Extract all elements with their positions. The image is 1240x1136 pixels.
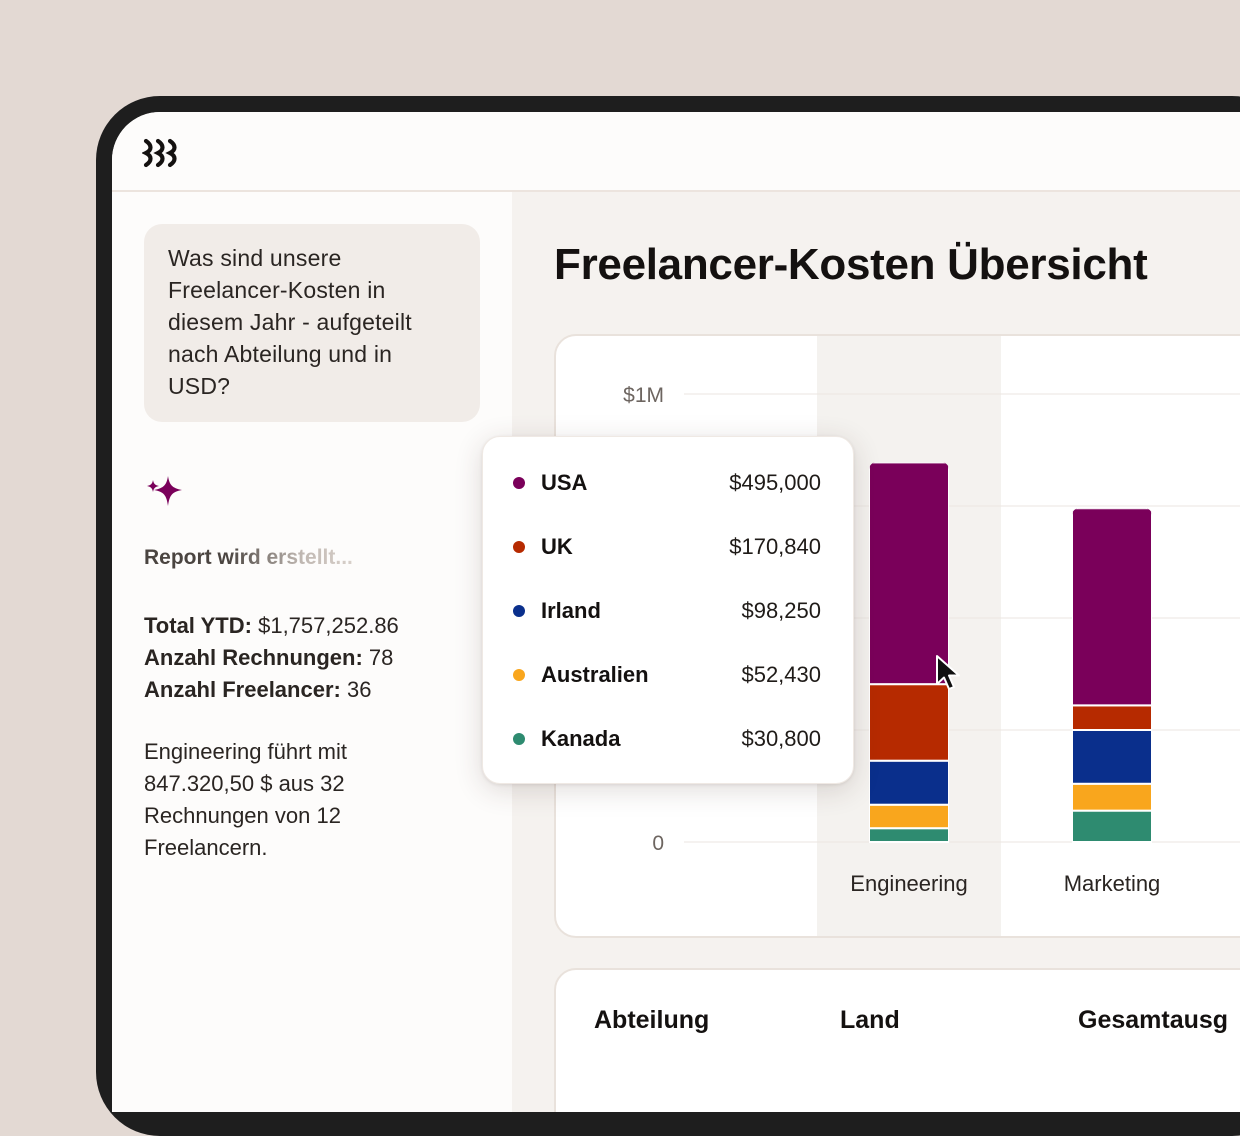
tooltip-row: UK $170,840 [483, 527, 853, 567]
chat-sidebar: Was sind unsere Freelancer-Kosten in die… [112, 192, 512, 1112]
x-tick-label: Engineering [850, 871, 967, 896]
legend-dot-kanada [513, 733, 525, 745]
tooltip-row: USA $495,000 [483, 463, 853, 503]
bar-segment-irland[interactable] [1072, 729, 1152, 785]
stats-block: Total YTD: $1,757,252.86 Anzahl Rechnung… [144, 610, 399, 706]
tooltip-value: $30,800 [741, 726, 821, 751]
tooltip-country: USA [541, 470, 588, 495]
top-bar [112, 112, 1240, 192]
legend-dot-australien [513, 669, 525, 681]
table-header-country[interactable]: Land [840, 1006, 900, 1034]
page-title: Freelancer-Kosten Übersicht [554, 240, 1148, 289]
table-header-total[interactable]: Gesamtausg [1078, 1006, 1229, 1034]
bar-segment-uk[interactable] [869, 683, 949, 762]
legend-dot-usa [513, 477, 525, 489]
tooltip-row: Australien $52,430 [483, 655, 853, 695]
bar-segment-australien[interactable] [1072, 782, 1152, 812]
bar-segment-irland[interactable] [869, 759, 949, 806]
tooltip-row: Kanada $30,800 [483, 719, 853, 759]
tooltip-country: Kanada [541, 726, 621, 751]
y-tick-label: $1M [623, 384, 664, 407]
tooltip-country: UK [541, 534, 573, 559]
user-question-bubble: Was sind unsere Freelancer-Kosten in die… [144, 224, 480, 422]
summary-text: Engineering führt mit 847.320,50 $ aus 3… [144, 739, 347, 860]
stat-freelancers: Anzahl Freelancer: 36 [144, 677, 372, 702]
bar-segment-kanada[interactable] [869, 827, 949, 843]
x-tick-label: Marketing [1064, 871, 1161, 896]
data-table: Abteilung Land Gesamtausg [554, 968, 1240, 1112]
sparkle-icon [147, 476, 182, 506]
bar-segment-uk[interactable] [1072, 704, 1152, 731]
legend-dot-irland [513, 605, 525, 617]
legend-dot-uk [513, 541, 525, 553]
bar-segment-kanada[interactable] [1072, 809, 1152, 844]
bar-segment-australien[interactable] [869, 803, 949, 830]
tooltip-country: Australien [541, 662, 649, 687]
y-tick-label: 0 [652, 832, 664, 855]
stacked-waves-logo[interactable] [142, 138, 182, 168]
status-text: Report wird erstellt... [144, 546, 353, 569]
mouse-cursor-icon [936, 655, 960, 690]
bar-segment-usa[interactable] [869, 462, 949, 686]
tooltip-value: $170,840 [729, 534, 821, 559]
stat-total: Total YTD: $1,757,252.86 [144, 613, 399, 638]
tooltip-country: Irland [541, 598, 601, 623]
table-header-department[interactable]: Abteilung [594, 1006, 710, 1034]
chart-tooltip: USA $495,000 UK $170,840 Irland $98,250 … [482, 436, 854, 784]
bar-segment-usa[interactable] [1072, 508, 1152, 707]
stat-invoices: Anzahl Rechnungen: 78 [144, 645, 394, 670]
stacked-bar-chart[interactable]: 0 $1M Engineering Marketing [556, 336, 1240, 936]
tooltip-value: $52,430 [741, 662, 821, 687]
tooltip-row: Irland $98,250 [483, 591, 853, 631]
tooltip-value: $495,000 [729, 470, 821, 495]
tooltip-value: $98,250 [741, 598, 821, 623]
